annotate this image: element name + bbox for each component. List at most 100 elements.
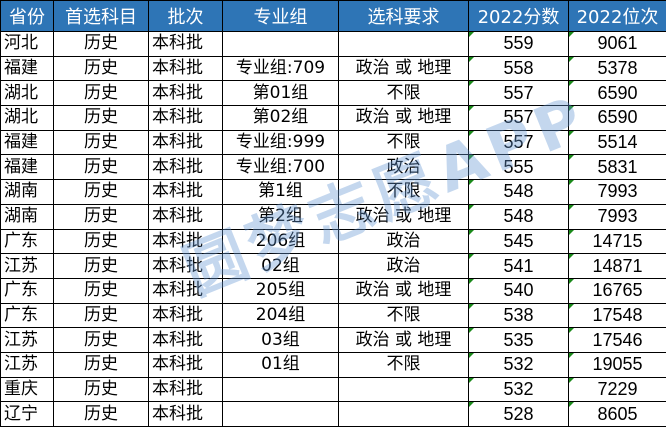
table-cell[interactable]: 专业组:709 bbox=[223, 56, 339, 81]
table-cell[interactable]: 5831 bbox=[569, 155, 666, 180]
table-cell[interactable]: 不限 bbox=[339, 130, 469, 155]
table-cell[interactable]: 江苏 bbox=[1, 328, 54, 353]
table-cell[interactable] bbox=[339, 32, 469, 57]
table-cell[interactable]: 福建 bbox=[1, 155, 54, 180]
table-cell[interactable]: 本科批 bbox=[149, 254, 223, 279]
table-cell[interactable] bbox=[223, 402, 339, 427]
table-cell[interactable]: 557 bbox=[469, 81, 569, 106]
table-cell[interactable] bbox=[223, 32, 339, 57]
table-cell[interactable]: 辽宁 bbox=[1, 402, 54, 427]
table-cell[interactable]: 政治 或 地理 bbox=[339, 106, 469, 131]
table-cell[interactable] bbox=[223, 377, 339, 402]
table-cell[interactable] bbox=[339, 377, 469, 402]
table-cell[interactable] bbox=[339, 402, 469, 427]
table-cell[interactable]: 5514 bbox=[569, 130, 666, 155]
table-cell[interactable]: 不限 bbox=[339, 180, 469, 205]
table-cell[interactable]: 第2组 bbox=[223, 204, 339, 229]
table-cell[interactable]: 8605 bbox=[569, 402, 666, 427]
table-cell[interactable]: 政治 或 地理 bbox=[339, 278, 469, 303]
table-cell[interactable]: 541 bbox=[469, 254, 569, 279]
table-cell[interactable]: 湖北 bbox=[1, 106, 54, 131]
table-cell[interactable]: 17546 bbox=[569, 328, 666, 353]
table-cell[interactable]: 02组 bbox=[223, 254, 339, 279]
table-cell[interactable]: 03组 bbox=[223, 328, 339, 353]
table-cell[interactable]: 本科批 bbox=[149, 352, 223, 377]
table-cell[interactable]: 17548 bbox=[569, 303, 666, 328]
table-cell[interactable]: 6590 bbox=[569, 106, 666, 131]
table-cell[interactable]: 历史 bbox=[54, 229, 149, 254]
table-cell[interactable]: 第02组 bbox=[223, 106, 339, 131]
table-cell[interactable]: 不限 bbox=[339, 81, 469, 106]
table-cell[interactable]: 204组 bbox=[223, 303, 339, 328]
table-cell[interactable]: 9061 bbox=[569, 32, 666, 57]
table-cell[interactable]: 本科批 bbox=[149, 32, 223, 57]
table-cell[interactable]: 不限 bbox=[339, 303, 469, 328]
table-cell[interactable]: 政治 或 地理 bbox=[339, 328, 469, 353]
table-cell[interactable]: 专业组:700 bbox=[223, 155, 339, 180]
table-cell[interactable]: 01组 bbox=[223, 352, 339, 377]
table-cell[interactable]: 535 bbox=[469, 328, 569, 353]
table-cell[interactable]: 历史 bbox=[54, 56, 149, 81]
table-cell[interactable]: 广东 bbox=[1, 229, 54, 254]
table-cell[interactable]: 福建 bbox=[1, 130, 54, 155]
table-cell[interactable]: 557 bbox=[469, 106, 569, 131]
table-cell[interactable]: 545 bbox=[469, 229, 569, 254]
table-cell[interactable]: 本科批 bbox=[149, 155, 223, 180]
table-cell[interactable]: 历史 bbox=[54, 204, 149, 229]
table-cell[interactable]: 206组 bbox=[223, 229, 339, 254]
table-cell[interactable]: 540 bbox=[469, 278, 569, 303]
table-cell[interactable]: 本科批 bbox=[149, 180, 223, 205]
table-cell[interactable]: 555 bbox=[469, 155, 569, 180]
table-cell[interactable]: 历史 bbox=[54, 106, 149, 131]
table-cell[interactable]: 第1组 bbox=[223, 180, 339, 205]
table-cell[interactable]: 本科批 bbox=[149, 402, 223, 427]
table-cell[interactable]: 历史 bbox=[54, 328, 149, 353]
table-cell[interactable]: 本科批 bbox=[149, 303, 223, 328]
table-cell[interactable]: 历史 bbox=[54, 402, 149, 427]
table-cell[interactable]: 历史 bbox=[54, 81, 149, 106]
table-cell[interactable]: 7993 bbox=[569, 180, 666, 205]
table-cell[interactable]: 本科批 bbox=[149, 377, 223, 402]
table-cell[interactable]: 548 bbox=[469, 204, 569, 229]
table-cell[interactable]: 历史 bbox=[54, 352, 149, 377]
table-cell[interactable]: 江苏 bbox=[1, 352, 54, 377]
table-cell[interactable]: 14715 bbox=[569, 229, 666, 254]
table-cell[interactable]: 历史 bbox=[54, 377, 149, 402]
table-cell[interactable]: 湖南 bbox=[1, 180, 54, 205]
table-cell[interactable]: 559 bbox=[469, 32, 569, 57]
table-cell[interactable]: 历史 bbox=[54, 130, 149, 155]
table-cell[interactable]: 538 bbox=[469, 303, 569, 328]
table-cell[interactable]: 5378 bbox=[569, 56, 666, 81]
table-cell[interactable]: 政治 或 地理 bbox=[339, 56, 469, 81]
table-cell[interactable]: 江苏 bbox=[1, 254, 54, 279]
table-cell[interactable]: 532 bbox=[469, 377, 569, 402]
table-cell[interactable]: 湖北 bbox=[1, 81, 54, 106]
table-cell[interactable]: 本科批 bbox=[149, 328, 223, 353]
table-cell[interactable]: 557 bbox=[469, 130, 569, 155]
table-cell[interactable]: 政治 bbox=[339, 229, 469, 254]
table-cell[interactable]: 本科批 bbox=[149, 81, 223, 106]
table-cell[interactable]: 湖南 bbox=[1, 204, 54, 229]
table-cell[interactable]: 14871 bbox=[569, 254, 666, 279]
table-cell[interactable]: 532 bbox=[469, 352, 569, 377]
table-cell[interactable]: 广东 bbox=[1, 278, 54, 303]
table-cell[interactable]: 本科批 bbox=[149, 229, 223, 254]
table-cell[interactable]: 16765 bbox=[569, 278, 666, 303]
table-cell[interactable]: 重庆 bbox=[1, 377, 54, 402]
table-cell[interactable]: 548 bbox=[469, 180, 569, 205]
table-cell[interactable]: 广东 bbox=[1, 303, 54, 328]
table-cell[interactable]: 历史 bbox=[54, 278, 149, 303]
table-cell[interactable]: 558 bbox=[469, 56, 569, 81]
table-cell[interactable]: 政治 bbox=[339, 254, 469, 279]
table-cell[interactable]: 7993 bbox=[569, 204, 666, 229]
table-cell[interactable]: 历史 bbox=[54, 303, 149, 328]
table-cell[interactable]: 历史 bbox=[54, 155, 149, 180]
table-cell[interactable]: 本科批 bbox=[149, 56, 223, 81]
table-cell[interactable]: 历史 bbox=[54, 180, 149, 205]
table-cell[interactable]: 第01组 bbox=[223, 81, 339, 106]
table-cell[interactable]: 专业组:999 bbox=[223, 130, 339, 155]
table-cell[interactable]: 19055 bbox=[569, 352, 666, 377]
table-cell[interactable]: 不限 bbox=[339, 352, 469, 377]
table-cell[interactable]: 本科批 bbox=[149, 278, 223, 303]
table-cell[interactable]: 本科批 bbox=[149, 106, 223, 131]
